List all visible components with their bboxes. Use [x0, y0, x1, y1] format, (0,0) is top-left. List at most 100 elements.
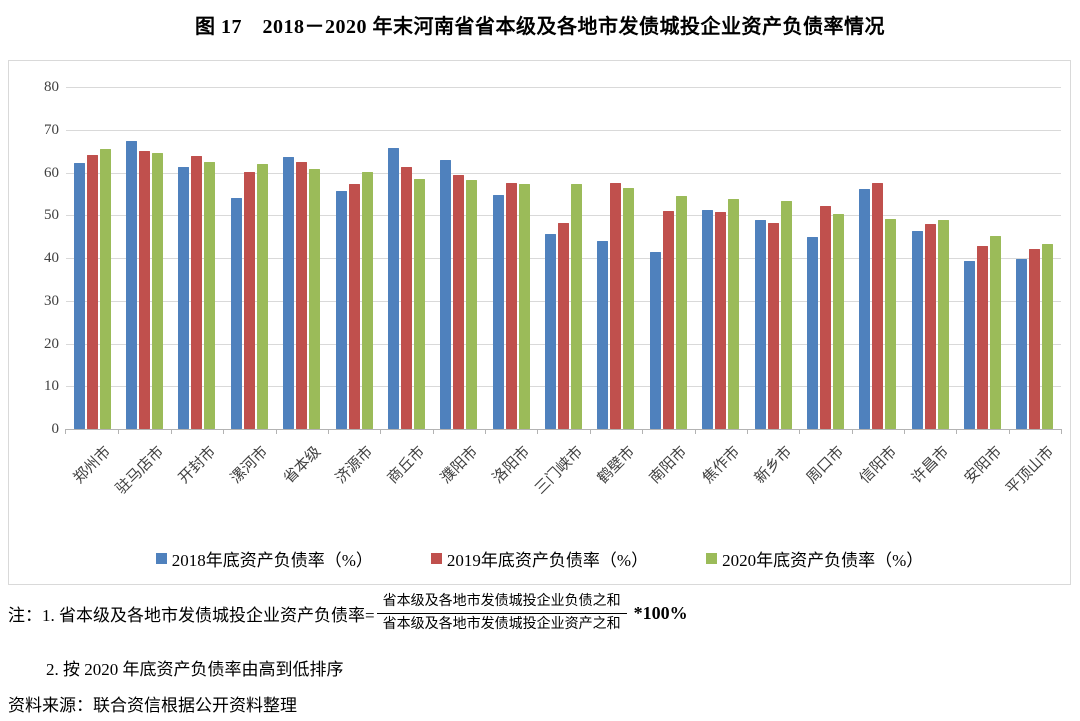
bar [492, 194, 504, 429]
legend-swatch [155, 553, 167, 564]
bar [243, 171, 255, 429]
bar [296, 161, 308, 429]
x-label-cell: 省本级 [276, 429, 329, 541]
bar-group [66, 87, 118, 429]
x-axis-labels: 郑州市 驻马店市 开封市 漯河市 省本级 济源市 商丘市 濮阳市 洛阳市 三门峡市 鹤壁市 南阳市 焦作… [65, 429, 1063, 541]
x-tick-label: 濮阳市 [437, 443, 481, 487]
x-label-cell: 驻马店市 [113, 429, 172, 541]
bar-group [433, 87, 485, 429]
bar [649, 251, 661, 429]
axis-tick [1061, 429, 1063, 434]
source-line: 资料来源：联合资信根据公开资料整理 [8, 696, 297, 715]
y-tick-label: 80 [44, 79, 59, 95]
x-tick-label: 郑州市 [71, 443, 115, 487]
fraction-denominator: 省本级及各地市发债城投企业资产之和 [382, 617, 621, 633]
x-label-cell: 安阳市 [956, 429, 1010, 541]
bar-group [118, 87, 170, 429]
x-label-cell: 洛阳市 [485, 429, 539, 541]
bar-group [223, 87, 275, 429]
gridline [66, 215, 1061, 217]
x-label-cell: 焦作市 [695, 429, 748, 541]
bar [361, 171, 373, 429]
bar [191, 155, 203, 429]
bar [859, 188, 871, 429]
x-tick-label: 周口市 [804, 443, 848, 487]
bar [937, 219, 949, 429]
x-label-cell: 许昌市 [904, 429, 958, 541]
x-axis-line [66, 429, 1061, 430]
bar [466, 180, 478, 429]
gridline [66, 172, 1061, 174]
legend-item: 2018年底资产负债率（%） [155, 546, 373, 571]
bar [1029, 248, 1041, 429]
bar [610, 183, 622, 429]
x-label-cell: 开封市 [171, 429, 225, 541]
legend-label: 2018年底资产负债率（%） [171, 551, 373, 570]
bar [990, 236, 1002, 429]
y-tick-label: 0 [51, 421, 60, 437]
x-tick-label: 鹤壁市 [594, 443, 639, 487]
bar-group [328, 87, 380, 429]
x-tick-label: 新乡市 [752, 443, 796, 487]
bar-group [695, 87, 747, 429]
bar-group [276, 87, 328, 429]
x-tick-label: 南阳市 [647, 443, 691, 487]
axis-tick [223, 429, 225, 434]
x-label-cell: 三门峡市 [532, 429, 591, 541]
gridline [66, 129, 1061, 131]
bar [977, 246, 989, 429]
bar [571, 184, 583, 429]
chart-legend: 2018年底资产负债率（%） 2019年底资产负债率（%） 2020年底资产负债率（… [9, 546, 1070, 571]
axis-tick [380, 429, 382, 434]
bar [767, 223, 779, 429]
bar [662, 210, 674, 429]
axis-tick [956, 429, 958, 434]
x-tick-label: 商丘市 [385, 443, 429, 487]
x-tick-label: 驻马店市 [112, 443, 167, 498]
x-tick-label: 焦作市 [699, 443, 743, 487]
bar [819, 205, 831, 429]
bar [99, 149, 111, 429]
axis-tick [485, 429, 486, 434]
axis-tick [432, 429, 434, 434]
plot-area [66, 87, 1061, 429]
bar [832, 213, 844, 429]
bar [1016, 258, 1028, 429]
bar-group [1009, 87, 1061, 429]
bar [348, 184, 360, 429]
x-tick-label: 安阳市 [961, 443, 1005, 487]
bar [309, 169, 321, 429]
bar [453, 174, 465, 429]
fraction-numerator: 省本级及各地市发债城投企业负债之和 [376, 592, 627, 615]
bar [283, 156, 295, 429]
bar [702, 209, 714, 429]
chart-frame: 80 70 60 50 40 30 20 10 0 郑州市 驻马店市 开封市 漯河市 省本级 济源市 商丘市… [8, 60, 1071, 585]
axis-tick [904, 429, 905, 434]
bar [715, 212, 727, 429]
bar [505, 182, 517, 429]
bar [204, 161, 216, 429]
legend-label: 2019年底资产负债率（%） [446, 551, 649, 570]
y-tick-label: 70 [44, 121, 59, 138]
x-label-cell: 济源市 [328, 429, 382, 541]
bar [387, 147, 399, 429]
axis-tick [275, 429, 277, 434]
bar-group [380, 87, 432, 429]
bar [623, 187, 635, 429]
note-1-prefix: 注：1. 省本级及各地市发债城投企业资产负债率= [8, 606, 375, 626]
x-tick-label: 漯河市 [228, 443, 272, 487]
x-tick-label: 信阳市 [856, 443, 900, 487]
y-tick-label: 40 [44, 250, 59, 266]
note-1: 注：1. 省本级及各地市发债城投企业资产负债率= 省本级及各地市发债城投企业负债… [8, 592, 688, 636]
axis-tick [537, 429, 539, 434]
y-tick-label: 30 [44, 292, 59, 309]
axis-tick [327, 429, 329, 434]
axis-tick [170, 429, 172, 434]
x-tick-label: 开封市 [175, 443, 220, 487]
x-tick-label: 许昌市 [909, 443, 953, 487]
x-label-cell: 信阳市 [852, 429, 905, 541]
x-label-cell: 漯河市 [223, 429, 277, 541]
bar [440, 159, 452, 429]
x-label-cell: 新乡市 [747, 429, 801, 541]
